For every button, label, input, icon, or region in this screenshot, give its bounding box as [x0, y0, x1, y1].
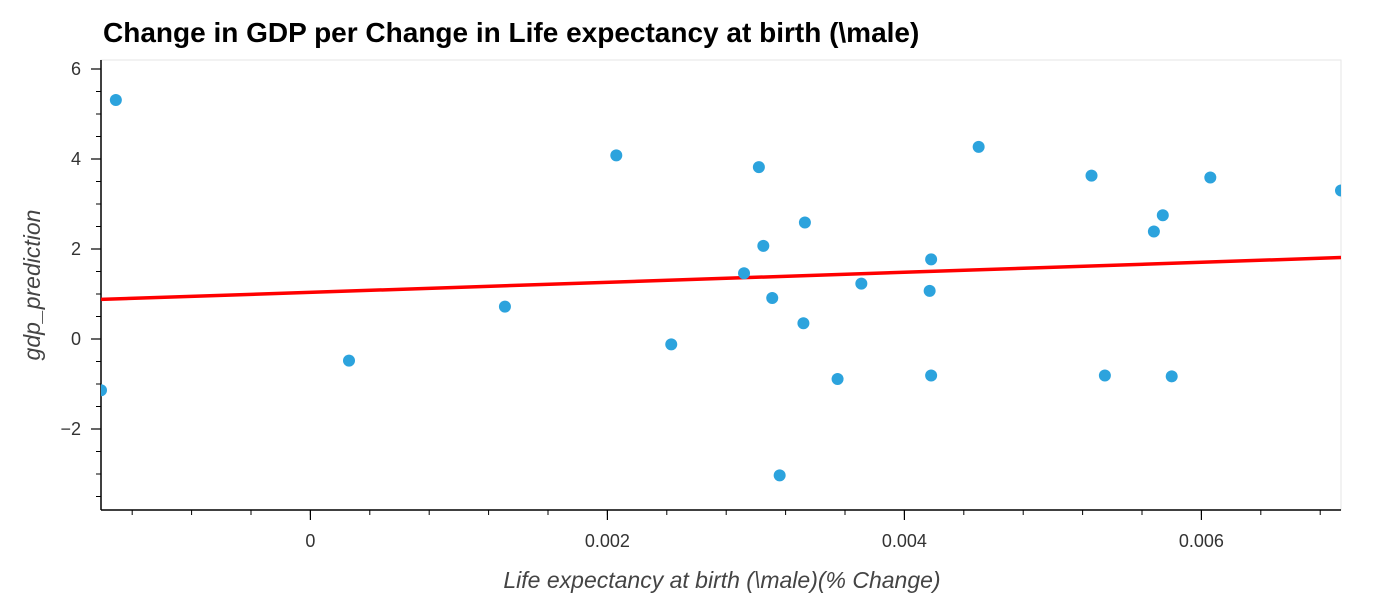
data-point — [925, 369, 938, 382]
data-point — [1335, 184, 1341, 197]
data-point — [972, 140, 985, 153]
y-tick-label: 6 — [71, 59, 81, 79]
data-point — [1085, 169, 1098, 182]
chart-title: Change in GDP per Change in Life expecta… — [103, 17, 919, 48]
fit-line-layer — [101, 255, 1341, 302]
data-point — [752, 161, 765, 174]
data-point — [610, 149, 623, 162]
data-point — [498, 300, 511, 313]
plot-area — [100, 59, 1342, 511]
points-layer — [101, 94, 1341, 482]
data-point — [738, 267, 751, 280]
x-axis: 0 0.002 0.004 0.006 — [101, 509, 1341, 551]
data-point — [757, 239, 770, 252]
y-tick-label: 2 — [71, 239, 81, 259]
data-point — [798, 216, 811, 229]
data-point — [1165, 370, 1178, 383]
data-point — [1204, 171, 1217, 184]
x-tick-label: 0.002 — [585, 531, 630, 551]
data-point — [855, 277, 868, 290]
x-axis-label: Life expectancy at birth (\male)(% Chang… — [503, 567, 940, 593]
y-tick-label: −2 — [60, 419, 81, 439]
data-point — [766, 292, 779, 305]
data-point — [797, 317, 810, 330]
y-tick-label: 0 — [71, 329, 81, 349]
data-point — [925, 253, 938, 266]
data-point — [773, 469, 786, 482]
data-point — [923, 284, 936, 297]
data-point — [1098, 369, 1111, 382]
x-tick-label: 0.006 — [1179, 531, 1224, 551]
y-axis-label: gdp_prediction — [19, 210, 45, 361]
x-tick-label: 0.004 — [882, 531, 927, 551]
data-point — [101, 384, 107, 397]
x-tick-label: 0 — [305, 531, 315, 551]
y-tick-label: 4 — [71, 149, 81, 169]
y-axis: −2 0 2 4 6 — [60, 59, 102, 510]
data-point — [1147, 225, 1160, 238]
data-point — [665, 338, 678, 351]
data-point — [343, 354, 355, 367]
data-point — [1156, 209, 1169, 222]
data-point — [109, 94, 122, 107]
data-point — [831, 373, 844, 386]
regression-line — [101, 255, 1341, 302]
